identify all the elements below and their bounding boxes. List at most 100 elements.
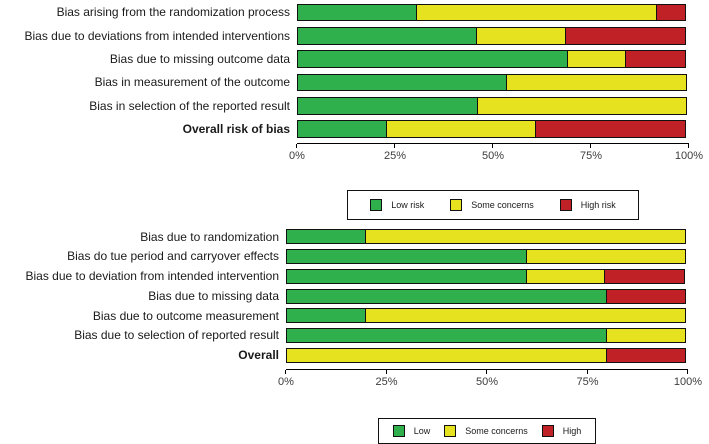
bar-segment-high: [606, 347, 687, 363]
axis-tick-label: 100%: [673, 376, 703, 389]
bar-segment-some-concerns: [416, 3, 658, 22]
stacked-bar: [297, 27, 689, 45]
bar-segment-low-risk: [297, 50, 569, 68]
top-risk-of-bias-chart: Bias arising from the randomization proc…: [0, 1, 709, 220]
stacked-bar: [286, 249, 688, 265]
chart-row: Bias in measurement of the outcome: [0, 71, 709, 94]
top-chart-x-axis: 0% 25% 50% 75% 100%: [289, 142, 703, 163]
chart-row: Bias do tue period and carryover effects: [0, 247, 709, 267]
bar-segment-some-concerns: [506, 73, 688, 92]
category-label: Bias due to selection of reported result: [74, 328, 279, 343]
bar-segment-some-concerns: [525, 249, 687, 265]
bottom-risk-of-bias-chart: Bias due to randomization Bias do tue per…: [0, 227, 709, 444]
legend-item: High risk: [559, 198, 616, 211]
chart-row: Bias due to missing data: [0, 286, 709, 306]
axis-tick-label: 75%: [576, 376, 599, 389]
legend-label: Some concerns: [471, 199, 534, 210]
bar-segment-some-concerns: [476, 97, 688, 115]
bar-segment-high-risk: [655, 3, 686, 22]
legend-color-swatch: [541, 425, 554, 438]
bar-segment-some-concerns: [385, 120, 537, 138]
stacked-bar: [286, 328, 688, 344]
axis-tick: [688, 143, 690, 148]
axis-tick: [590, 143, 592, 148]
bottom-chart-rows: Bias due to randomization Bias do tue per…: [0, 227, 709, 365]
chart-row: Bias arising from the randomization proc…: [0, 1, 709, 24]
legend-item: Low: [392, 425, 431, 438]
stacked-bar: [286, 229, 688, 245]
axis-tick: [486, 370, 488, 375]
stacked-bar: [297, 73, 689, 92]
category-label: Bias due to deviation from intended inte…: [25, 269, 280, 284]
legend-color-swatch: [450, 198, 463, 211]
category-label: Overall risk of bias: [182, 121, 290, 136]
bar-segment-low: [286, 308, 367, 324]
bar-segment-some-concerns: [364, 308, 687, 324]
category-label: Bias due to randomization: [140, 229, 279, 244]
stacked-bar: [297, 120, 689, 138]
bar-segment-high: [604, 268, 685, 284]
chart-row: Bias due to selection of reported result: [0, 326, 709, 346]
chart-row: Bias due to outcome measurement: [0, 306, 709, 326]
bar-segment-some-concerns: [364, 229, 687, 245]
category-label: Bias in measurement of the outcome: [94, 75, 290, 90]
chart-row: Bias due to deviations from intended int…: [0, 24, 709, 47]
stacked-bar: [286, 347, 688, 363]
legend-color-swatch: [559, 198, 572, 211]
bar-segment-low: [286, 268, 528, 284]
chart-row: Bias due to randomization: [0, 227, 709, 247]
legend-color-swatch: [392, 425, 405, 438]
category-label: Bias due to deviations from intended int…: [24, 28, 291, 43]
category-label: Bias due to missing data: [148, 288, 279, 303]
stacked-bar: [297, 3, 689, 22]
bar-segment-low-risk: [297, 73, 508, 92]
axis-tick: [586, 370, 588, 375]
bar-segment-low-risk: [297, 120, 388, 138]
bar-segment-low: [286, 249, 528, 265]
axis-tick: [492, 143, 494, 148]
category-label: Bias due to outcome measurement: [92, 308, 279, 323]
chart-row: Bias in selection of the reported result: [0, 94, 709, 117]
axis-tick-label: 100%: [674, 149, 704, 162]
bar-segment-high-risk: [535, 120, 686, 138]
bar-segment-high: [606, 288, 687, 304]
chart-row: Overall: [0, 346, 709, 366]
legend-item: Some concerns: [444, 425, 528, 438]
legend: Low risk Some concerns High risk: [347, 189, 639, 220]
legend: Low Some concerns High: [377, 418, 597, 444]
bar-segment-some-concerns: [286, 347, 608, 363]
axis-tick: [385, 370, 387, 375]
axis-tick-label: 0%: [278, 376, 294, 389]
legend-item: Some concerns: [450, 198, 534, 211]
axis-tick-label: 75%: [579, 149, 603, 162]
bar-segment-some-concerns: [476, 27, 567, 45]
chart-row: Bias due to deviation from intended inte…: [0, 267, 709, 287]
legend-item: Low risk: [370, 198, 425, 211]
bar-segment-some-concerns: [525, 268, 606, 284]
axis-tick: [687, 370, 689, 375]
bar-segment-low-risk: [297, 3, 418, 22]
category-label: Overall: [238, 348, 279, 363]
legend-label: Low: [413, 426, 431, 437]
bar-segment-some-concerns: [566, 50, 628, 68]
top-chart-rows: Bias arising from the randomization proc…: [0, 1, 709, 141]
axis-tick: [285, 370, 287, 375]
axis-tick: [296, 143, 298, 148]
stacked-bar: [297, 97, 689, 115]
legend-label: Low risk: [391, 199, 425, 210]
legend-item: High: [541, 425, 581, 438]
axis-tick: [394, 143, 396, 148]
bar-segment-low: [286, 229, 367, 245]
bar-segment-low-risk: [297, 97, 479, 115]
category-label: Bias arising from the randomization proc…: [56, 5, 290, 20]
category-label: Bias in selection of the reported result: [89, 98, 290, 113]
chart-row: Overall risk of bias: [0, 117, 709, 140]
top-chart-legend-wrap: Low risk Some concerns High risk: [297, 189, 689, 220]
legend-color-swatch: [370, 198, 383, 211]
bottom-chart-legend-wrap: Low Some concerns High: [286, 418, 688, 444]
chart-row: Bias due to missing outcome data: [0, 48, 709, 71]
bottom-chart-x-axis: 0% 25% 50% 75% 100%: [278, 369, 702, 389]
category-label: Bias do tue period and carryover effects: [67, 249, 279, 264]
bar-segment-high-risk: [625, 50, 686, 68]
bar-segment-low: [286, 288, 608, 304]
